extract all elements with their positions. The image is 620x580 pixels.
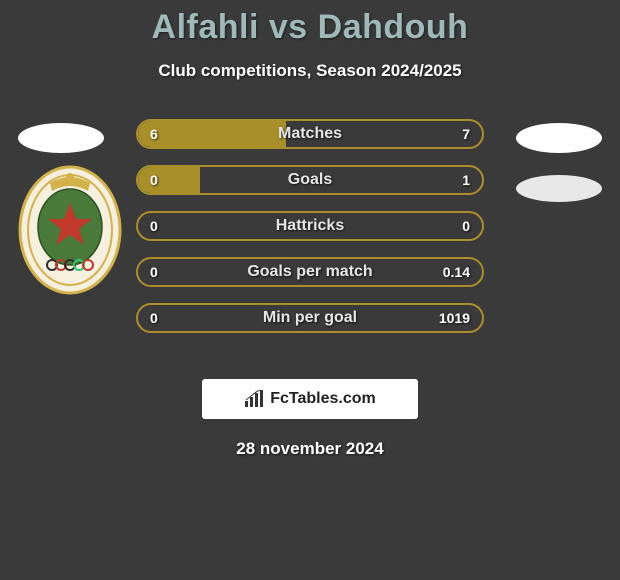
footer-date: 28 november 2024 xyxy=(0,439,620,459)
comparison-bars: 67Matches 01Goals 00Hattricks 00.14Goals pe… xyxy=(136,119,484,349)
stat-row: 01019Min per goal xyxy=(136,303,484,333)
stat-row: 01Goals xyxy=(136,165,484,195)
stat-label: Goals per match xyxy=(138,259,482,285)
page-title: Alfahli vs Dahdouh xyxy=(0,8,620,47)
stat-label: Min per goal xyxy=(138,305,482,331)
club-crest-icon xyxy=(18,165,122,295)
stat-label: Matches xyxy=(138,121,482,147)
brand-label: FcTables.com xyxy=(270,390,376,408)
player-right-placeholder-2-icon xyxy=(516,175,602,202)
page-root: Alfahli vs Dahdouh Club competitions, Se… xyxy=(0,0,620,459)
stat-row: 67Matches xyxy=(136,119,484,149)
stat-label: Goals xyxy=(138,167,482,193)
stat-row: 00Hattricks xyxy=(136,211,484,241)
club-badge-left xyxy=(18,165,122,295)
page-subtitle: Club competitions, Season 2024/2025 xyxy=(0,61,620,81)
stat-row: 00.14Goals per match xyxy=(136,257,484,287)
player-right-placeholder-1-icon xyxy=(516,123,602,153)
stat-label: Hattricks xyxy=(138,213,482,239)
brand-box: FcTables.com xyxy=(202,379,418,419)
player-left-placeholder-icon xyxy=(18,123,104,153)
comparison-area: 67Matches 01Goals 00Hattricks 00.14Goals pe… xyxy=(0,119,620,359)
bar-chart-icon xyxy=(244,390,266,408)
